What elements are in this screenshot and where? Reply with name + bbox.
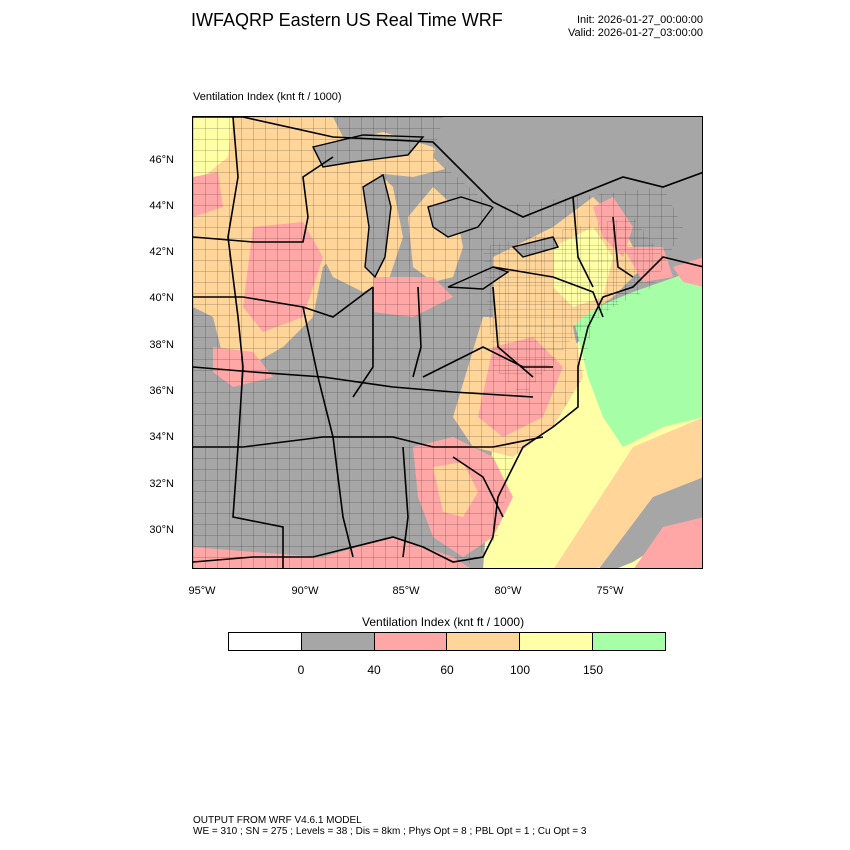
lat-label-34: 34°N (149, 431, 174, 443)
colorbar-title: Ventilation Index (knt ft / 1000) (362, 615, 525, 629)
lon-label-75: 75°W (596, 585, 624, 597)
ocean-grey-band (599, 477, 702, 568)
colorbar-label-0: 0 (297, 663, 305, 677)
lon-label-90: 90°W (291, 585, 319, 597)
colorbar-segment (229, 633, 302, 650)
map-title: IWFAQRP Eastern US Real Time WRF (191, 10, 503, 30)
model-footer: OUTPUT FROM WRF V4.6.1 MODEL WE = 310 ; … (193, 815, 586, 837)
colorbar-segment (447, 633, 521, 650)
colorbar-segment (520, 633, 594, 650)
lat-label-46: 46°N (149, 154, 174, 166)
lat-label-40: 40°N (149, 292, 174, 304)
init-time: Init: 2026-01-27_00:00:00 (577, 14, 703, 26)
colorbar-segment (593, 633, 665, 650)
colorbar-label-40: 40 (367, 663, 381, 677)
run-times: Init: 2026-01-27_00:00:00 Valid: 2026-01… (568, 14, 703, 40)
colorbar-segment (301, 633, 375, 650)
country-border (193, 117, 702, 218)
lat-label-42: 42°N (149, 246, 174, 258)
lon-label-95: 95°W (188, 585, 216, 597)
lon-label-80: 80°W (494, 585, 522, 597)
ocean-pink-region (634, 517, 702, 568)
state-borders (193, 117, 634, 568)
lat-label-44: 44°N (149, 200, 174, 212)
footer-model-line: OUTPUT FROM WRF V4.6.1 MODEL (193, 815, 362, 826)
plot-field-label: Ventilation Index (knt ft / 1000) (193, 91, 342, 103)
lon-label-85: 85°W (392, 585, 420, 597)
colorbar-label-60: 60 (440, 663, 454, 677)
lat-label-38: 38°N (149, 339, 174, 351)
colorbar-label-150: 150 (582, 663, 604, 677)
canada-region (433, 117, 702, 217)
lat-label-30: 30°N (149, 524, 174, 536)
colorbar-segment (374, 633, 448, 650)
map-canvas (193, 117, 702, 568)
county-grid (193, 117, 683, 568)
colorbar-label-100: 100 (509, 663, 531, 677)
coastline (193, 256, 702, 563)
map-panel (192, 116, 703, 569)
footer-config-line: WE = 310 ; SN = 275 ; Levels = 38 ; Dis … (193, 826, 587, 837)
lat-label-36: 36°N (149, 385, 174, 397)
colorbar (228, 632, 666, 651)
lat-label-32: 32°N (149, 478, 174, 490)
valid-time: Valid: 2026-01-27_03:00:00 (568, 27, 703, 39)
